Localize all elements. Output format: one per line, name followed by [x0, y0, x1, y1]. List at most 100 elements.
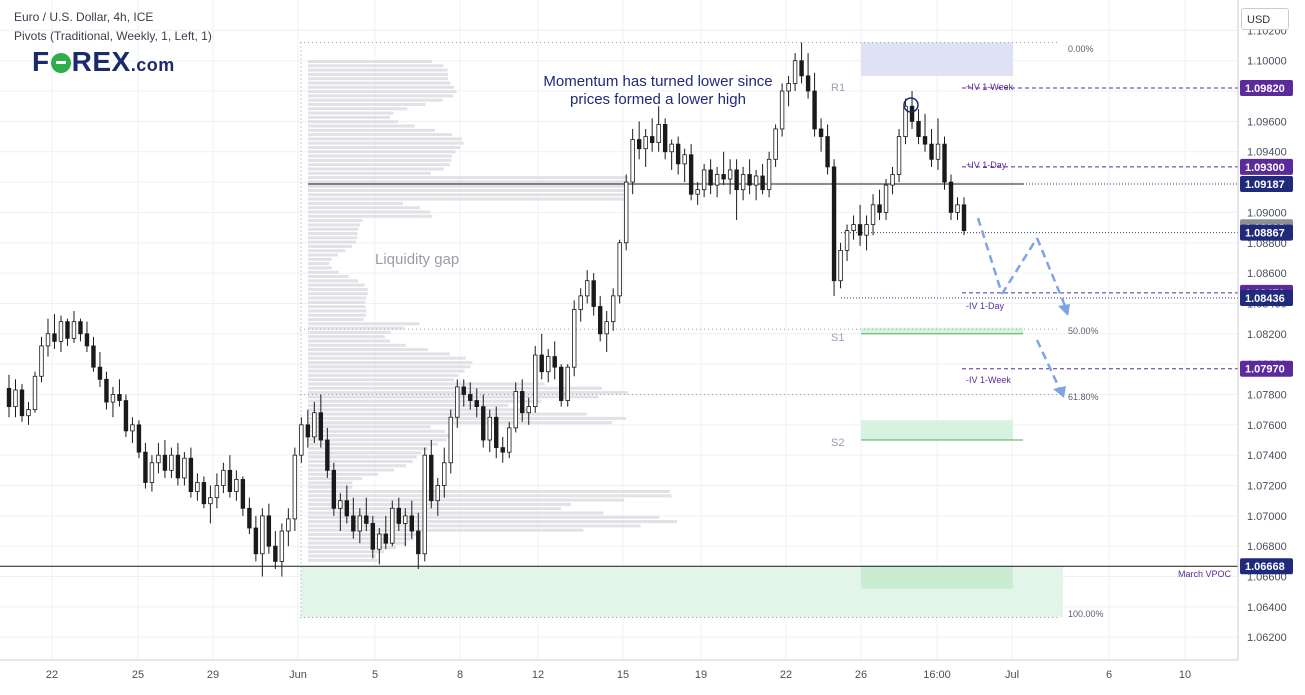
price-axis[interactable]: 1.102001.100001.098001.096001.094001.092…: [1237, 0, 1305, 695]
candle[interactable]: [922, 113, 928, 152]
candle[interactable]: [812, 72, 817, 137]
candle[interactable]: [234, 470, 239, 501]
candle[interactable]: [325, 427, 330, 478]
candle[interactable]: [552, 341, 557, 380]
candle[interactable]: [792, 53, 798, 92]
candle[interactable]: [559, 364, 564, 407]
candles[interactable]: [6, 42, 967, 577]
time-axis[interactable]: 22 25 29 Jun 5 8 12 15 19 22 26 16:00 Jul 6 10: [0, 659, 1238, 695]
candle[interactable]: [740, 166, 746, 201]
candle[interactable]: [578, 288, 583, 322]
candle[interactable]: [610, 288, 616, 331]
candle[interactable]: [760, 163, 765, 195]
candle[interactable]: [383, 515, 389, 550]
candle[interactable]: [747, 159, 752, 195]
candle[interactable]: [240, 476, 246, 516]
candle[interactable]: [623, 174, 629, 251]
candle[interactable]: [130, 417, 135, 444]
candle[interactable]: [513, 382, 518, 433]
candle[interactable]: [708, 159, 713, 195]
candle[interactable]: [338, 493, 343, 532]
candle[interactable]: [701, 163, 707, 198]
candle[interactable]: [779, 83, 785, 137]
candle[interactable]: [201, 476, 207, 509]
candle[interactable]: [305, 409, 311, 448]
candle[interactable]: [6, 374, 12, 418]
candle[interactable]: [636, 121, 642, 160]
candle[interactable]: [844, 224, 850, 261]
candle[interactable]: [117, 379, 122, 407]
candle[interactable]: [955, 197, 960, 220]
candle[interactable]: [351, 497, 356, 539]
candle[interactable]: [714, 166, 720, 198]
candle[interactable]: [487, 409, 492, 453]
candle[interactable]: [455, 379, 460, 428]
candle[interactable]: [97, 352, 103, 387]
candle[interactable]: [312, 402, 317, 444]
candle[interactable]: [461, 379, 466, 407]
candle[interactable]: [260, 508, 265, 577]
candle[interactable]: [727, 159, 733, 195]
candle[interactable]: [104, 371, 109, 410]
candle[interactable]: [195, 473, 200, 501]
candle[interactable]: [279, 523, 285, 577]
candle[interactable]: [630, 128, 635, 195]
candle[interactable]: [786, 75, 791, 107]
candle[interactable]: [253, 515, 259, 562]
candle[interactable]: [942, 136, 947, 190]
candle[interactable]: [396, 497, 401, 532]
candle[interactable]: [331, 462, 337, 516]
candle[interactable]: [182, 452, 187, 486]
price-label[interactable]: 1.09187: [1240, 176, 1293, 193]
price-label[interactable]: 1.09300: [1240, 158, 1293, 175]
candle[interactable]: [364, 497, 369, 532]
candle[interactable]: [123, 394, 129, 437]
candle[interactable]: [656, 106, 661, 152]
price-label[interactable]: 1.09820: [1240, 80, 1293, 96]
candle[interactable]: [474, 388, 479, 418]
candle[interactable]: [617, 239, 622, 304]
candle[interactable]: [13, 379, 18, 418]
candle[interactable]: [948, 174, 954, 220]
candle[interactable]: [682, 148, 687, 183]
candle[interactable]: [26, 402, 31, 425]
candle[interactable]: [597, 295, 603, 342]
candle[interactable]: [344, 485, 350, 524]
candle[interactable]: [110, 386, 116, 418]
candle[interactable]: [390, 500, 395, 547]
candle[interactable]: [39, 336, 44, 383]
candle[interactable]: [507, 421, 512, 459]
candle[interactable]: [526, 397, 531, 425]
candle[interactable]: [734, 159, 739, 220]
candle[interactable]: [520, 379, 525, 422]
candle[interactable]: [169, 447, 174, 478]
candle[interactable]: [500, 436, 505, 463]
candle[interactable]: [156, 443, 161, 474]
candle[interactable]: [935, 118, 941, 170]
candle[interactable]: [188, 447, 194, 498]
candle[interactable]: [149, 455, 155, 492]
candle[interactable]: [266, 503, 272, 554]
candle[interactable]: [143, 443, 148, 489]
candle[interactable]: [422, 447, 427, 562]
candle[interactable]: [435, 477, 440, 516]
candle[interactable]: [721, 151, 726, 186]
candle[interactable]: [838, 242, 843, 289]
candle[interactable]: [818, 118, 824, 152]
candle[interactable]: [870, 194, 876, 236]
price-label[interactable]: 1.08436: [1240, 289, 1293, 306]
candle[interactable]: [78, 318, 83, 342]
candle[interactable]: [468, 382, 473, 410]
candle[interactable]: [857, 204, 863, 246]
candle[interactable]: [292, 447, 298, 532]
candle[interactable]: [481, 394, 486, 448]
candle[interactable]: [533, 345, 538, 413]
candle[interactable]: [753, 169, 759, 201]
candle[interactable]: [565, 364, 570, 407]
candle[interactable]: [877, 189, 882, 220]
candle[interactable]: [84, 321, 90, 352]
candle[interactable]: [214, 473, 220, 509]
candle[interactable]: [32, 371, 38, 413]
candle[interactable]: [591, 273, 596, 316]
